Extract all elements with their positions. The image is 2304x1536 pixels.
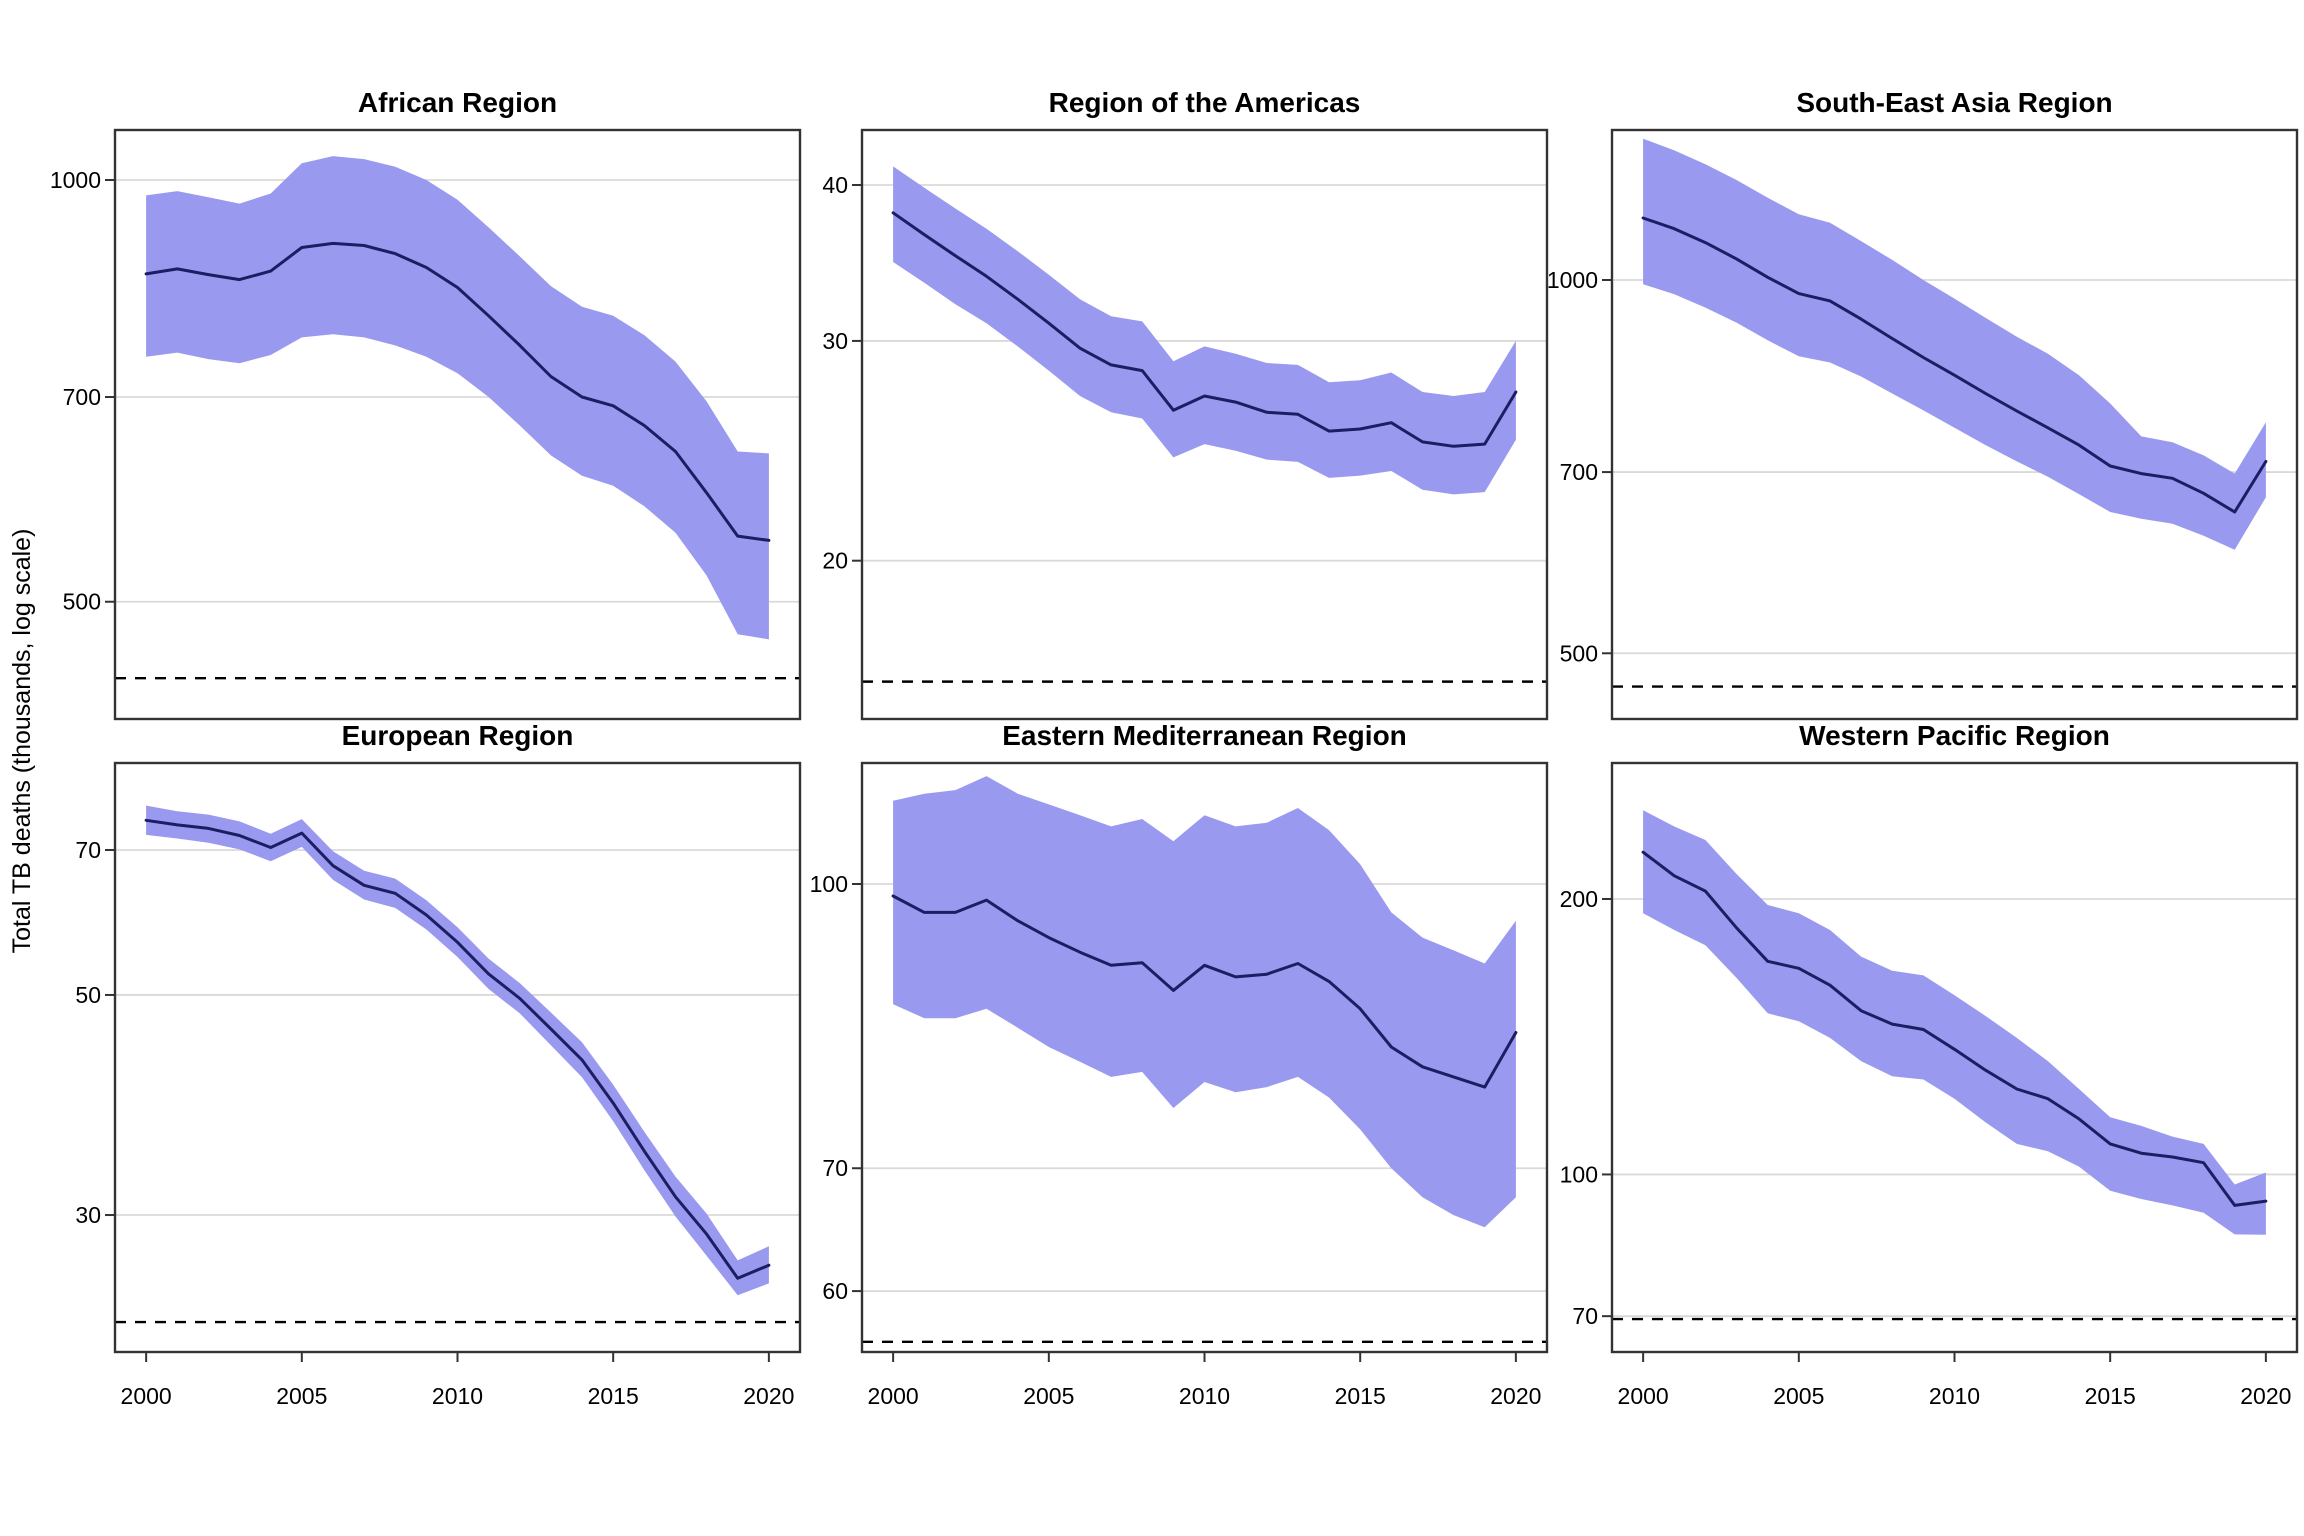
x-tick-label: 2005 [1773,1383,1824,1409]
uncertainty-ribbon [146,805,769,1296]
panel-title: South-East Asia Region [1796,87,2112,118]
panel-border [113,761,802,1354]
estimate-line [144,818,771,1280]
y-tick-label: 1000 [1547,267,1598,293]
uncertainty-ribbon [146,156,769,640]
y-axis-label: Total TB deaths (thousands, log scale) [8,529,36,954]
y-tick-label: 500 [63,589,101,615]
y-tick-label: 100 [810,871,848,897]
y-tick-label: 30 [822,328,848,354]
x-tick-label: 2020 [1490,1383,1541,1409]
x-tick-label: 2000 [868,1383,919,1409]
y-tick-label: 500 [1560,640,1598,666]
estimate-line [1641,216,2268,514]
x-tick-label: 2015 [1335,1383,1386,1409]
panel-title: European Region [342,720,574,751]
y-tick-label: 70 [75,837,101,863]
panel-title: Region of the Americas [1049,87,1361,118]
panel-border [113,128,802,721]
y-tick-label: 30 [75,1202,101,1228]
y-tick-label: 700 [1560,459,1598,485]
x-tick-label: 2010 [1179,1383,1230,1409]
x-tick-label: 2005 [276,1383,327,1409]
estimate-line [891,211,1518,448]
panel-title: Western Pacific Region [1799,720,2110,751]
y-tick-label: 70 [822,1155,848,1181]
panel-border [1610,128,2299,721]
y-tick-label: 50 [75,982,101,1008]
x-tick-label: 2000 [121,1383,172,1409]
uncertainty-ribbon [1643,138,2266,550]
x-tick-label: 2020 [2240,1383,2291,1409]
y-tick-label: 100 [1560,1161,1598,1187]
panel-border [860,128,1549,721]
estimate-line [1641,850,2268,1207]
uncertainty-ribbon [893,776,1516,1228]
estimate-line [891,894,1518,1089]
x-tick-label: 2010 [1929,1383,1980,1409]
y-tick-label: 40 [822,172,848,198]
y-tick-label: 700 [63,384,101,410]
y-tick-label: 1000 [50,167,101,193]
x-tick-label: 2020 [743,1383,794,1409]
panel-title: African Region [358,87,557,118]
uncertainty-ribbon [1643,810,2266,1235]
uncertainty-ribbon [893,166,1516,495]
y-tick-label: 60 [822,1278,848,1304]
x-tick-label: 2015 [588,1383,639,1409]
x-tick-label: 2015 [2085,1383,2136,1409]
estimate-line [144,241,771,542]
y-tick-label: 200 [1560,886,1598,912]
x-tick-label: 2000 [1618,1383,1669,1409]
x-tick-label: 2010 [432,1383,483,1409]
x-tick-label: 2005 [1023,1383,1074,1409]
panel-title: Eastern Mediterranean Region [1002,720,1407,751]
y-tick-label: 70 [1572,1303,1598,1329]
y-tick-label: 20 [822,548,848,574]
